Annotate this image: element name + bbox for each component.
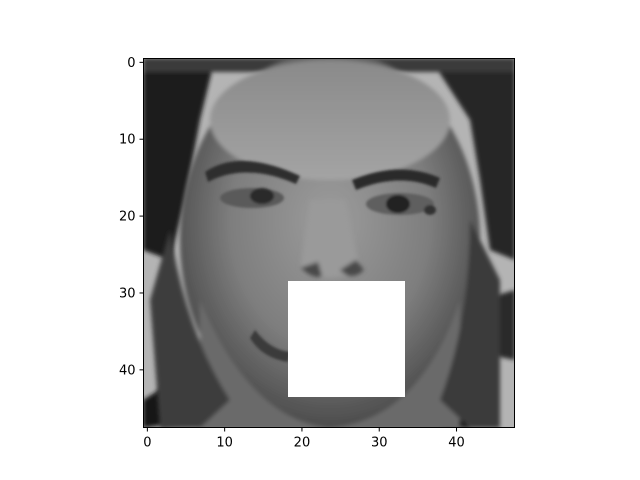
x-tick-label: 20 bbox=[294, 436, 311, 451]
y-tick-label: 10 bbox=[119, 133, 136, 148]
y-tick-label: 0 bbox=[127, 56, 135, 71]
y-tick-label: 20 bbox=[119, 210, 136, 225]
x-tick-label: 0 bbox=[143, 436, 151, 451]
face-image bbox=[143, 58, 515, 428]
occluded-region bbox=[288, 281, 405, 397]
x-tick-label: 40 bbox=[448, 436, 465, 451]
x-tick-label: 30 bbox=[371, 436, 388, 451]
y-tick-label: 30 bbox=[119, 286, 136, 301]
x-axis: 0 10 20 30 40 bbox=[143, 427, 465, 451]
y-axis: 0 10 20 30 40 bbox=[119, 56, 144, 378]
x-tick-label: 10 bbox=[216, 436, 233, 451]
y-tick-label: 40 bbox=[119, 363, 136, 378]
axes-frame bbox=[143, 58, 515, 428]
